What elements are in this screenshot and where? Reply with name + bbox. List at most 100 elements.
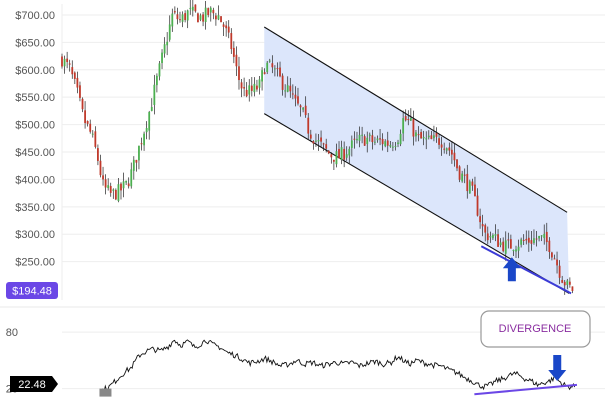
candle-body [335, 151, 338, 165]
rsi-divergence-line [474, 383, 578, 396]
candle-body [325, 144, 328, 149]
candle-body [332, 159, 335, 162]
candle-body [535, 238, 538, 240]
candle-body [486, 233, 489, 241]
candle-body [568, 281, 571, 285]
candle-body [417, 134, 420, 136]
rsi-y-tick-label: 80 [6, 327, 18, 339]
candle-body [515, 249, 517, 252]
candle-body [530, 240, 533, 244]
candle-body [350, 140, 353, 148]
candle-body [253, 83, 256, 93]
candle-body [489, 236, 492, 238]
candle-body [284, 90, 287, 92]
candle-body [522, 239, 525, 241]
candle-body [343, 148, 346, 160]
candle-body [107, 185, 110, 189]
candle-body [122, 181, 125, 189]
candle-body [232, 47, 235, 57]
candle-body [420, 132, 422, 139]
candle-body [166, 41, 169, 46]
candle-body [538, 235, 540, 239]
candle-body [84, 110, 86, 124]
candle-body [215, 15, 217, 20]
candle-body [494, 234, 497, 236]
candle-body [125, 180, 128, 183]
last-rsi-badge-bg [10, 376, 58, 392]
candle-body [294, 94, 297, 99]
rsi-start-marker [99, 388, 112, 397]
candle-body [471, 181, 474, 186]
candle-body [379, 138, 381, 140]
candle-body [109, 185, 112, 193]
candle-body [138, 145, 140, 161]
candle-body [366, 137, 369, 145]
price-y-tick-label: $300.00 [15, 229, 55, 241]
candle-body [135, 159, 138, 163]
candle-body [258, 79, 261, 88]
candle-body [551, 252, 553, 258]
candle-body [404, 116, 407, 121]
candle-body [79, 85, 81, 98]
candle-body [181, 14, 184, 22]
candle-body [430, 135, 433, 140]
candle-body [361, 134, 364, 136]
candle-body [207, 8, 210, 16]
candle-body [281, 75, 284, 90]
candle-body [81, 98, 84, 110]
candle-body [297, 96, 299, 104]
candle-body [443, 148, 446, 150]
price-y-axis: $700.00 $650.00 $600.00 $550.00 $500.00 $450.… [15, 10, 55, 269]
candle-body [117, 184, 120, 201]
candle-body [71, 67, 74, 75]
candle-body [161, 52, 163, 64]
price-y-tick-label: $700.00 [15, 10, 55, 22]
candle-body [97, 148, 99, 161]
candle-body [340, 147, 343, 160]
candle-body [389, 144, 392, 147]
candle-body [220, 16, 222, 23]
candle-body [156, 75, 158, 86]
price-candles [61, 0, 574, 295]
candle-body [179, 19, 181, 21]
candle-body [384, 141, 387, 147]
candle-body [209, 7, 212, 13]
candle-body [145, 128, 148, 133]
candle-body [91, 133, 94, 135]
price-y-tick-label: $650.00 [15, 37, 55, 49]
price-y-tick-label: $450.00 [15, 147, 55, 159]
candle-body [227, 26, 230, 33]
candle-body [279, 67, 281, 77]
rsi-down-arrow [548, 355, 567, 382]
candle-body [271, 63, 274, 68]
candle-body [291, 93, 294, 95]
candle-body [204, 7, 207, 23]
candle-body [263, 72, 266, 75]
rsi-line [101, 339, 576, 394]
candle-body [433, 135, 435, 139]
candle-body [99, 160, 102, 176]
candle-body [63, 58, 66, 67]
candle-body [520, 239, 523, 245]
candle-body [374, 141, 376, 143]
candle-body [553, 258, 556, 260]
candle-body [458, 166, 461, 180]
candle-body [225, 25, 228, 29]
candle-body [189, 7, 192, 9]
price-y-tick-label: $350.00 [15, 202, 55, 214]
candle-body [409, 117, 412, 121]
candle-body [163, 44, 166, 54]
candle-body [358, 134, 361, 141]
candle-body [461, 173, 464, 182]
price-y-tick-label: $400.00 [15, 174, 55, 186]
candle-body [89, 123, 92, 132]
last-rsi-label: 22.48 [18, 379, 46, 391]
candle-body [289, 85, 292, 92]
candle-body [112, 189, 115, 191]
last-price-badge-bg [6, 282, 58, 299]
candle-body [481, 224, 484, 227]
candle-body [150, 106, 153, 111]
price-up-arrow [502, 257, 521, 282]
candle-body [556, 259, 558, 266]
candle-body [543, 233, 546, 239]
